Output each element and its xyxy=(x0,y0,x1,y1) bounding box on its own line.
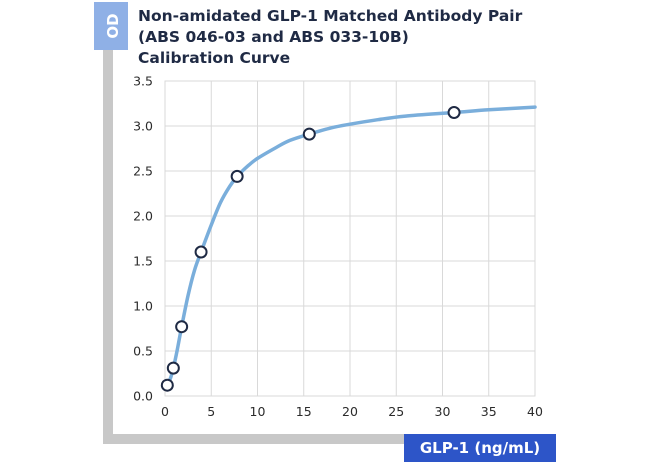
y-axis-label: OD xyxy=(104,13,122,38)
y-tick-label-4: 2.0 xyxy=(133,209,153,224)
x-tick-label-6: 30 xyxy=(435,404,451,419)
y-tick-label-3: 1.5 xyxy=(133,254,153,269)
data-point-1 xyxy=(166,361,180,375)
x-tick-label-0: 0 xyxy=(161,404,169,419)
data-point-3 xyxy=(194,245,208,259)
x-tick-label-8: 40 xyxy=(527,404,543,419)
y-tick-label-0: 0.0 xyxy=(133,389,153,404)
x-tick-label-5: 25 xyxy=(388,404,404,419)
data-point-6 xyxy=(447,106,461,119)
data-point-0 xyxy=(160,378,174,392)
x-tick-label-3: 15 xyxy=(296,404,312,419)
plot-border xyxy=(164,80,536,397)
x-axis-label: GLP-1 (ng/mL) xyxy=(420,439,540,457)
fit-curve xyxy=(165,105,537,387)
data-point-5 xyxy=(302,127,316,141)
y-tick-label-7: 3.5 xyxy=(133,74,153,89)
x-frame-bar xyxy=(103,434,405,444)
plot-area-border xyxy=(164,80,536,397)
y-tick-label-1: 0.5 xyxy=(133,344,153,359)
y-frame-bar xyxy=(103,2,113,444)
x-tick-labels: 0 5 10 15 20 25 30 35 40 xyxy=(161,404,543,419)
y-tick-label-6: 3.0 xyxy=(133,119,153,134)
data-point-4 xyxy=(230,169,244,183)
chart-title-line-3: Calibration Curve xyxy=(138,49,290,67)
y-tick-labels: 0.0 0.5 1.0 1.5 2.0 2.5 3.0 3.5 xyxy=(133,74,153,404)
chart-title-line-1: Non-amidated GLP-1 Matched Antibody Pair xyxy=(138,7,523,25)
x-tick-label-1: 5 xyxy=(207,404,215,419)
data-point-2 xyxy=(175,320,189,334)
x-axis-badge xyxy=(404,434,556,462)
chart-title-line-2: (ABS 046-03 and ABS 033-10B) xyxy=(138,28,409,46)
x-tick-label-7: 35 xyxy=(481,404,497,419)
grid xyxy=(164,80,536,397)
y-tick-label-2: 1.0 xyxy=(133,299,153,314)
data-points xyxy=(160,106,461,392)
y-axis-badge xyxy=(94,2,128,50)
x-tick-label-4: 20 xyxy=(342,404,358,419)
y-tick-label-5: 2.5 xyxy=(133,164,153,179)
fit-curve-group xyxy=(165,105,537,387)
x-tick-label-2: 10 xyxy=(250,404,266,419)
